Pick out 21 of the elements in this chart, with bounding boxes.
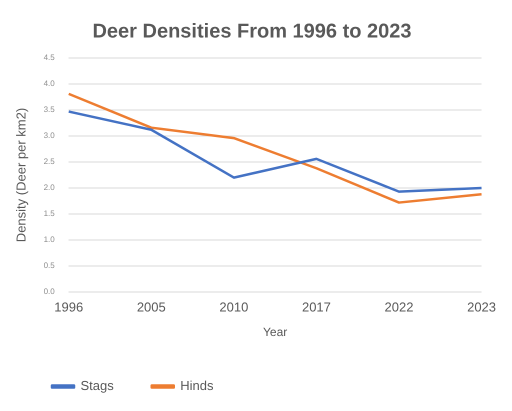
y-tick-label: 3.0 [44,131,56,140]
y-tick-label: 3.5 [44,105,56,114]
y-tick-label: 0.0 [44,287,56,296]
y-axis-title: Density (Deer per km2) [13,108,28,242]
y-tick-label: 2.5 [44,157,56,166]
legend-label: Stags [80,378,114,394]
x-tick-label: 2010 [219,299,248,314]
x-axis-title: Year [263,325,288,340]
x-tick-label: 2017 [302,299,331,314]
y-tick-label: 1.0 [44,235,56,244]
y-tick-label: 1.5 [44,209,56,218]
y-tick-label: 4.0 [44,79,56,88]
legend-label: Hinds [180,378,214,394]
chart-title: Deer Densities From 1996 to 2023 [92,20,412,43]
y-tick-label: 2.0 [44,183,56,192]
y-tick-label: 0.5 [44,261,56,270]
x-tick-label: 1996 [54,299,84,314]
y-tick-label: 4.5 [44,53,56,62]
x-tick-label: 2022 [384,299,414,314]
x-tick-label: 2005 [136,299,166,314]
x-tick-label: 2023 [467,299,496,314]
